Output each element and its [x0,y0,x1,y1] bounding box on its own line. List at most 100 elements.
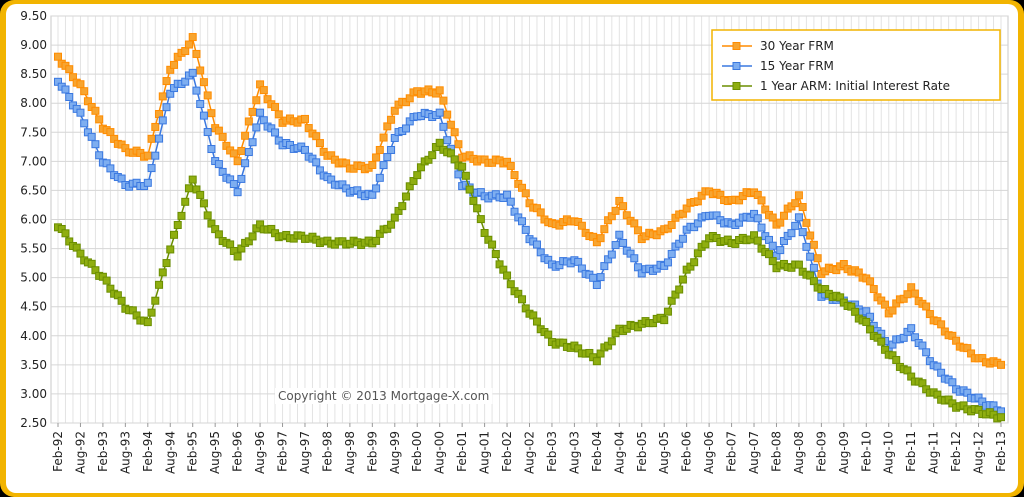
data-point [188,68,197,77]
legend-marker [732,82,741,90]
data-point [439,122,448,131]
data-point [170,60,179,69]
data-point [491,250,500,259]
data-point [244,148,253,157]
data-point [862,317,871,326]
x-tick-label: Aug-11 [927,431,941,474]
data-point [379,161,388,170]
y-tick-label: 9.00 [20,38,47,52]
data-point [997,413,1005,422]
data-point [910,289,919,298]
y-tick-label: 5.00 [20,271,47,285]
data-point [663,258,672,267]
data-point [274,110,283,119]
data-point [753,214,762,223]
data-point [233,157,242,166]
data-point [439,96,448,105]
data-point [794,213,803,222]
series-2 [54,138,1005,423]
data-point [76,249,85,258]
data-point [151,296,160,305]
data-point [312,158,321,167]
data-point [372,153,381,162]
x-tick-label: Aug-94 [163,431,177,474]
data-point [611,206,620,215]
data-point [503,190,512,199]
x-tick-label: Aug-98 [343,431,357,474]
data-point [678,234,687,243]
data-point [798,202,807,211]
data-point [667,220,676,229]
data-point [158,92,167,101]
x-tick-label: Feb-11 [904,431,918,472]
data-point [244,117,253,126]
data-point [203,211,212,220]
data-point [147,134,156,143]
x-tick-label: Feb-00 [410,431,424,472]
data-point [506,197,515,206]
data-point [667,249,676,258]
data-point [619,238,628,247]
data-point [196,100,205,109]
data-point [383,122,392,131]
data-point [518,217,527,226]
data-point [95,151,104,160]
data-point [233,188,242,197]
data-point [454,170,463,179]
data-point [413,171,422,180]
legend-label: 15 Year FRM [760,59,834,73]
data-point [506,161,515,170]
data-point [791,199,800,208]
data-point [596,273,605,282]
x-tick-label: Feb-10 [859,431,873,472]
data-point [907,324,916,333]
series-layer [54,33,1005,423]
data-point [192,86,201,95]
data-point [402,192,411,201]
data-point [446,120,455,129]
data-point [271,128,280,137]
x-tick-label: Feb-08 [769,431,783,472]
data-point [690,258,699,267]
chart-panel: 9.50 9.00 8.50 8.00 7.50 7.00 6.50 6.00 5.50 5.00… [6,4,1018,493]
copyright-background [275,388,493,404]
y-tick-label: 6.00 [20,213,47,227]
data-point [218,132,227,141]
x-tick-label: Aug-97 [298,431,312,474]
data-point [866,325,875,334]
data-point [600,225,609,234]
data-point [147,308,156,317]
axes: 9.50 9.00 8.50 8.00 7.50 7.00 6.50 6.00 5.50 5.00… [20,9,1008,474]
y-tick-label: 3.00 [20,387,47,401]
data-point [162,259,171,268]
data-point [300,145,309,154]
data-point [387,115,396,124]
data-point [435,108,444,117]
data-point [678,275,687,284]
data-point [806,231,815,240]
data-point [248,138,257,147]
data-point [918,341,927,350]
data-point [188,33,197,42]
data-point [170,230,179,239]
data-point [892,355,901,364]
data-point [214,160,223,169]
data-point [241,131,250,140]
x-tick-label: Aug-06 [702,431,716,474]
x-tick-label: Aug-93 [118,431,132,474]
data-point [791,221,800,230]
data-point [851,307,860,316]
data-point [660,316,669,325]
data-point [757,196,766,205]
data-point [95,115,104,124]
data-point [151,151,160,160]
data-point [619,202,628,211]
data-point [465,185,474,194]
x-tick-label: Aug-99 [388,431,402,474]
data-point [143,178,152,187]
data-point [196,66,205,75]
data-point [398,202,407,211]
legend-label: 1 Year ARM: Initial Interest Rate [760,79,950,93]
data-point [536,208,545,217]
